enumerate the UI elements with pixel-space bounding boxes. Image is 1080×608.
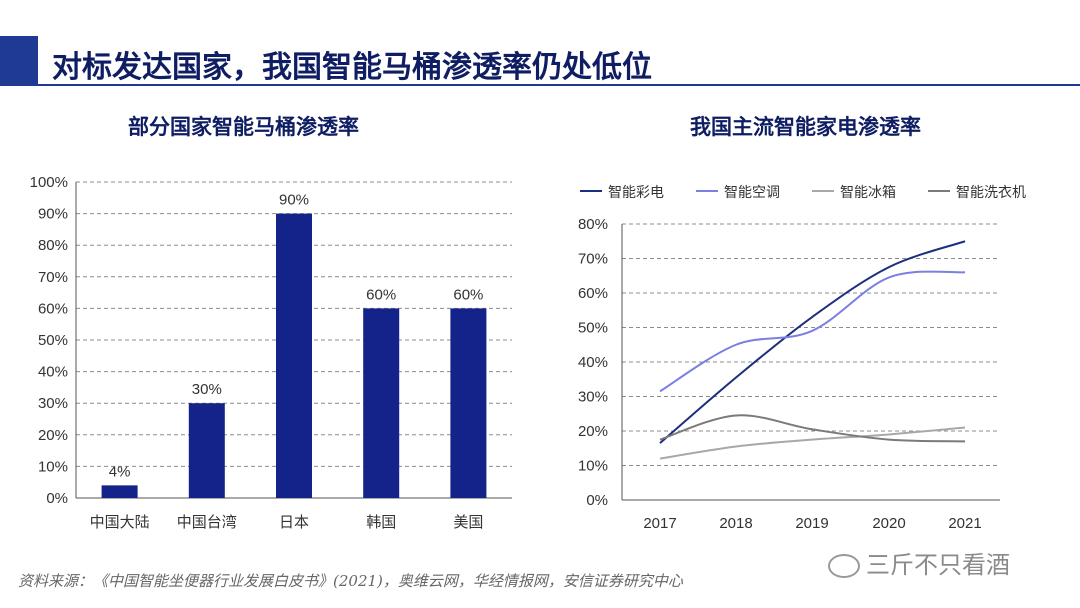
bar-y-tick-label: 80% (38, 237, 68, 254)
bar-data-label: 30% (192, 381, 222, 398)
bar-data-label: 4% (109, 463, 131, 480)
bar (188, 403, 225, 498)
bar (101, 485, 138, 498)
bar-y-tick-label: 50% (38, 332, 68, 349)
bar-category-label: 韩国 (366, 513, 396, 531)
legend-label: 智能空调 (724, 185, 780, 201)
line-x-tick-label: 2020 (872, 515, 905, 532)
line-x-tick-label: 2021 (948, 515, 981, 532)
bar-y-tick-label: 60% (38, 300, 68, 317)
page-title: 对标发达国家，我国智能马桶渗透率仍处低位 (52, 50, 652, 85)
bar-category-label: 日本 (279, 513, 309, 531)
legend-label: 智能冰箱 (840, 185, 896, 201)
title-accent-bar (0, 36, 38, 86)
bar-y-tick-label: 100% (30, 174, 68, 191)
bar-data-label: 60% (366, 286, 396, 303)
line-y-tick-label: 20% (578, 423, 608, 440)
bar-y-tick-label: 70% (38, 269, 68, 286)
title-underline (38, 84, 1080, 86)
bar-y-tick-label: 40% (38, 364, 68, 381)
bar-category-label: 美国 (453, 513, 483, 531)
line-y-tick-label: 40% (578, 354, 608, 371)
line-y-tick-label: 60% (578, 285, 608, 302)
bar-y-tick-label: 30% (38, 395, 68, 412)
line-x-tick-label: 2018 (719, 515, 752, 532)
source-note: 资料来源：《中国智能坐便器行业发展白皮书》(2021)，奥维云网，华经情报网，安… (18, 572, 683, 590)
line-y-tick-label: 10% (578, 458, 608, 475)
legend-label: 智能洗衣机 (956, 185, 1026, 201)
line-y-tick-label: 50% (578, 320, 608, 337)
line-y-tick-label: 70% (578, 251, 608, 268)
line-y-tick-label: 0% (586, 492, 608, 509)
watermark-text: 三斤不只看酒 (866, 551, 1010, 579)
series-line (659, 270, 966, 393)
bar-y-tick-label: 90% (38, 206, 68, 223)
bar (276, 213, 312, 498)
series-line (659, 240, 966, 444)
bar-category-label: 中国台湾 (177, 513, 237, 531)
bar-data-label: 60% (453, 286, 483, 303)
line-x-tick-label: 2019 (795, 515, 828, 532)
line-y-tick-label: 80% (578, 216, 608, 233)
bar-y-tick-label: 20% (38, 427, 68, 444)
line-chart-title: 我国主流智能家电渗透率 (690, 115, 921, 139)
series-line (659, 426, 966, 460)
bar-y-tick-label: 10% (38, 458, 68, 475)
watermark: 三斤不只看酒 (828, 545, 1010, 580)
bar-data-label: 90% (279, 192, 309, 209)
bar (363, 308, 400, 498)
bar-category-label: 中国大陆 (90, 513, 150, 531)
bar-chart-title: 部分国家智能马桶渗透率 (128, 115, 359, 139)
series-line (659, 414, 966, 443)
line-y-tick-label: 30% (578, 389, 608, 406)
bar (450, 308, 487, 498)
wechat-icon (828, 554, 860, 578)
line-x-tick-label: 2017 (643, 515, 676, 532)
legend-label: 智能彩电 (608, 185, 664, 201)
bar-y-tick-label: 0% (46, 490, 68, 507)
